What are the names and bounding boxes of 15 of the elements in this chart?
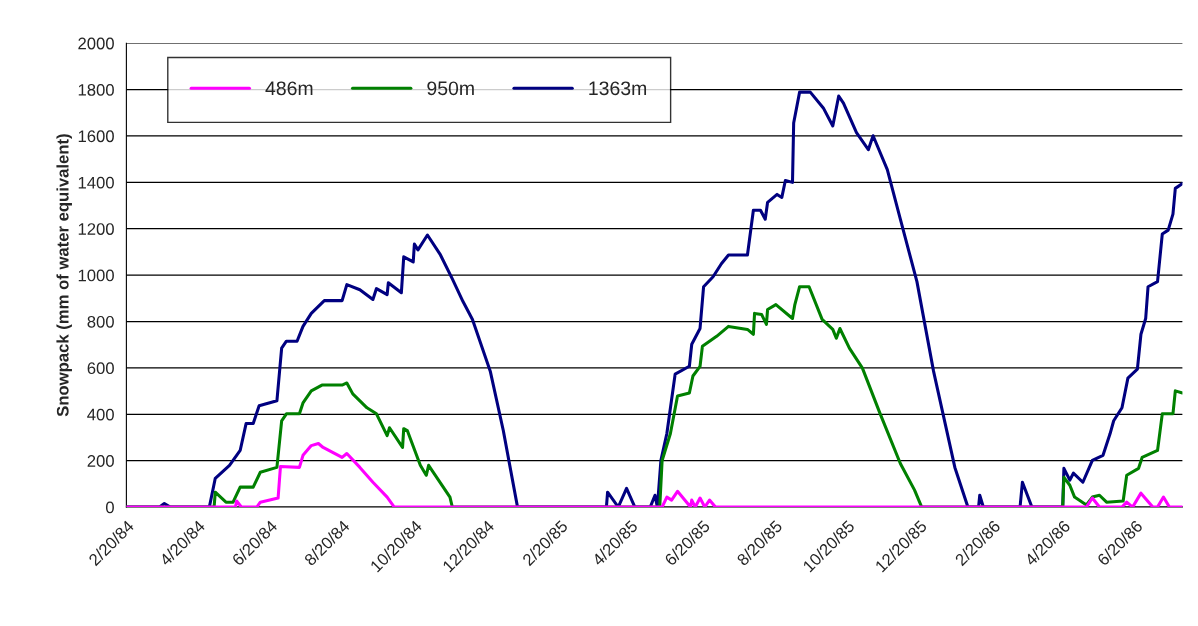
legend-label: 486m [265,81,313,96]
legend-label: 950m [427,81,474,96]
y-tick-label: 1400 [78,176,114,189]
y-tick-label: 1600 [78,130,114,143]
y-tick-label: 400 [87,408,114,421]
y-tick-label: 600 [87,362,114,375]
y-tick-label: 1000 [78,269,114,282]
y-tick-label: 1800 [78,83,114,96]
y-axis-title: Snowpack (mm of water equivalent) [56,134,72,417]
y-tick-label: 200 [87,455,114,467]
y-tick-label: 800 [87,315,114,328]
y-tick-label: 1200 [78,223,114,235]
y-tick-label: 0 [105,501,114,514]
legend-label: 1363m [589,81,647,96]
y-tick-label: 2000 [78,37,114,50]
